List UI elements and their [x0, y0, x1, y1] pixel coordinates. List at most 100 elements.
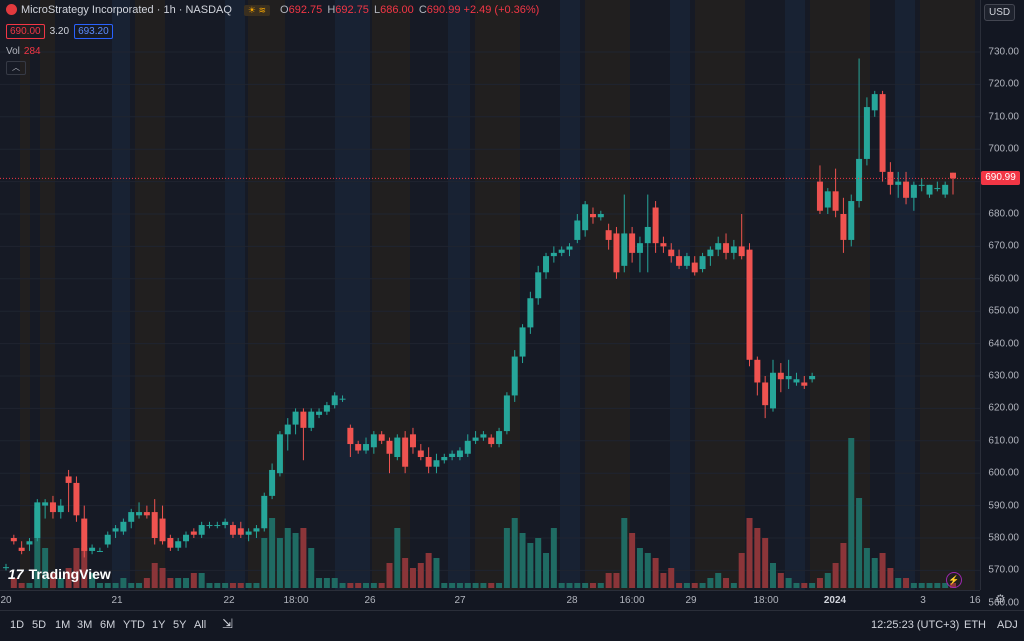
candle-body — [331, 395, 338, 406]
candle-body — [159, 518, 166, 542]
range-5y-button[interactable]: 5Y — [173, 619, 187, 631]
volume-bar — [691, 583, 698, 588]
volume-bar — [206, 583, 213, 588]
time-axis[interactable]: 20 21 22 18:00 26 27 28 16:00 29 18:00 2024 3 16 — [0, 590, 981, 611]
volume-bar — [183, 578, 190, 588]
range-6m-button[interactable]: 6M — [100, 619, 116, 631]
close-value: 690.99 — [426, 4, 461, 16]
candle-body — [848, 201, 855, 240]
volume-bar — [503, 528, 510, 588]
candle-body — [942, 184, 949, 195]
ask-price[interactable]: 693.20 — [74, 24, 113, 39]
volume-bar — [81, 548, 88, 588]
candle-body — [597, 214, 604, 218]
volume-bar — [621, 518, 628, 588]
candle-body — [253, 528, 260, 532]
range-all-button[interactable]: All — [194, 619, 207, 631]
candle-body — [276, 434, 283, 474]
time-tick-label: 21 — [111, 595, 123, 606]
adj-toggle[interactable]: ADJ — [997, 619, 1018, 631]
candle-body — [503, 395, 510, 432]
volume-bar — [801, 583, 808, 588]
open-value: 692.75 — [288, 4, 323, 16]
candle-body — [128, 512, 135, 522]
volume-bar — [582, 583, 589, 588]
candle-body — [715, 243, 722, 250]
volume-bar — [809, 583, 816, 588]
session-badge[interactable]: ☀ ≋ — [243, 5, 271, 16]
candle-body — [621, 233, 628, 266]
candle-body — [918, 184, 925, 186]
time-tick-label: 3 — [920, 595, 926, 606]
volume-bar — [488, 583, 495, 588]
price-tick-label: 630.00 — [988, 370, 1019, 382]
candle-body — [394, 437, 401, 457]
currency-button[interactable]: USD — [984, 4, 1016, 21]
session-band — [248, 0, 285, 590]
price-axis[interactable]: 730.00720.00710.00700.00690.00680.00670.… — [980, 0, 1024, 608]
eth-toggle[interactable]: ETH — [964, 619, 986, 631]
range-5d-button[interactable]: 5D — [32, 619, 47, 631]
range-1d-button[interactable]: 1D — [10, 619, 25, 631]
volume-bar — [519, 533, 526, 588]
session-band — [475, 0, 520, 590]
clock-timezone[interactable]: 12:25:23 (UTC+3) — [871, 619, 960, 631]
volume-bar — [558, 583, 565, 588]
volume-bar — [441, 583, 448, 588]
candle-body — [856, 158, 863, 202]
volume-bar — [629, 533, 636, 588]
volume-bar — [190, 573, 197, 588]
time-tick-label: 18:00 — [753, 595, 779, 606]
volume-bar — [386, 563, 393, 588]
volume-bar — [754, 528, 761, 588]
volume-bar — [871, 558, 878, 588]
candle-body — [613, 233, 620, 273]
candle-body — [449, 453, 456, 457]
volume-bar — [198, 573, 205, 588]
quote-boxes: 690.00 3.20 693.20 — [6, 24, 113, 39]
candle-body — [237, 528, 244, 535]
volume-bar — [112, 583, 119, 588]
candle-body — [81, 518, 88, 551]
candle-body — [284, 424, 291, 435]
candle-body — [261, 495, 268, 529]
candle-body — [832, 191, 839, 211]
chart-area[interactable] — [0, 0, 980, 590]
candlestick-chart[interactable] — [0, 0, 980, 590]
volume-bar — [245, 583, 252, 588]
price-tick-label: 650.00 — [988, 305, 1019, 317]
volume-value: 284 — [23, 46, 41, 57]
range-3m-button[interactable]: 3M — [77, 619, 93, 631]
volume-bar — [895, 578, 902, 588]
high-label: H — [327, 4, 336, 16]
collapse-legend-button[interactable]: ︿ — [6, 61, 26, 75]
candle-body — [863, 107, 870, 159]
volume-bar — [136, 583, 143, 588]
range-1m-button[interactable]: 1M — [55, 619, 71, 631]
symbol-title[interactable]: MicroStrategy Incorporated · 1h · NASDAQ — [21, 4, 232, 16]
session-band — [695, 0, 745, 590]
volume-bar — [824, 573, 831, 588]
tradingview-mark-icon: 17 — [8, 566, 24, 582]
range-ytd-button[interactable]: YTD — [123, 619, 145, 631]
tradingview-logo[interactable]: 17 TradingView — [8, 566, 111, 582]
date-range-icon[interactable]: ⇲ — [222, 616, 233, 631]
lightning-icon[interactable]: ⚡ — [946, 572, 962, 588]
volume-bar — [57, 578, 64, 588]
gear-icon[interactable]: ⚙ — [995, 592, 1006, 606]
volume-bar — [73, 548, 80, 588]
volume-bar — [355, 583, 362, 588]
candle-body — [785, 376, 792, 380]
volume-bar — [339, 583, 346, 588]
candle-body — [222, 521, 229, 526]
bid-price[interactable]: 690.00 — [6, 24, 45, 39]
candle-body — [73, 482, 80, 516]
volume-bar — [738, 553, 745, 588]
candle-body — [738, 246, 745, 257]
range-1y-button[interactable]: 1Y — [152, 619, 166, 631]
candle-body — [699, 256, 706, 270]
open-label: O — [280, 4, 289, 16]
volume-bar — [167, 578, 174, 588]
volume-bar — [644, 553, 651, 588]
candle-body — [636, 243, 643, 253]
